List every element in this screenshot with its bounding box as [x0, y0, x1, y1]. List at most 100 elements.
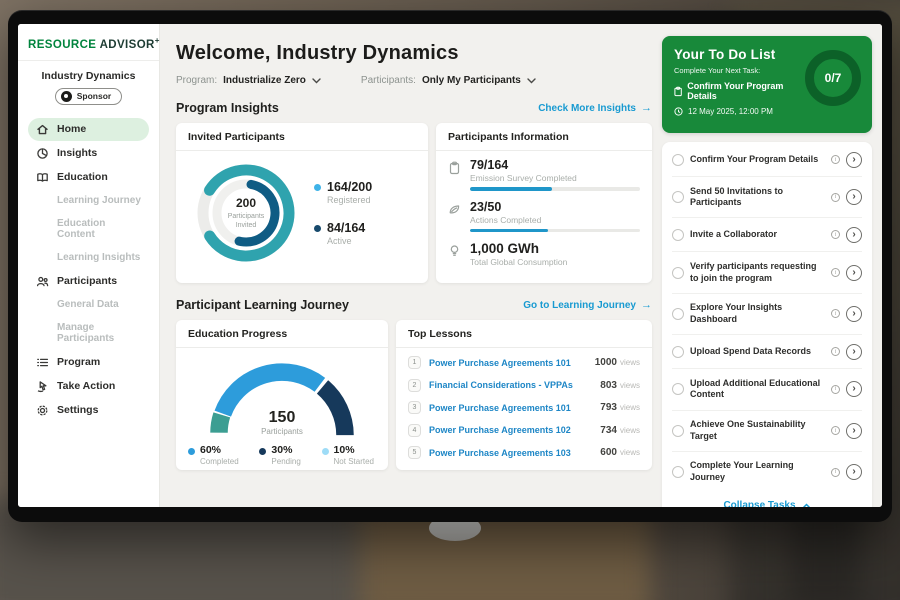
center-column: Welcome, Industry Dynamics Program: Indu… — [176, 36, 652, 507]
task-chevron-button[interactable]: › — [846, 226, 862, 243]
lesson-row[interactable]: 1 Power Purchase Agreements 101 1000 view… — [396, 351, 652, 374]
sidebar-item-label: Take Action — [57, 380, 116, 393]
lesson-views: 803 views — [600, 379, 640, 391]
task-checkbox[interactable] — [672, 266, 684, 279]
collapse-tasks-link[interactable]: Collapse Tasks — [672, 492, 862, 507]
task-chevron-button[interactable]: › — [846, 264, 862, 281]
lesson-row[interactable]: 3 Power Purchase Agreements 101 793 views — [396, 396, 652, 419]
top-lessons-card: Top Lessons 1 Power Purchase Agreements … — [396, 320, 652, 470]
lesson-link[interactable]: Power Purchase Agreements 101 — [429, 402, 571, 413]
sidebar-item-manage-participants[interactable]: Manage Participants — [57, 322, 115, 345]
task-info-icon[interactable]: i — [831, 268, 840, 278]
todo-next-task[interactable]: Confirm Your Program Details — [674, 81, 804, 101]
todo-column: Your To Do List Complete Your Next Task:… — [662, 36, 872, 507]
task-info-icon[interactable]: i — [831, 155, 840, 164]
task-info-icon[interactable]: i — [831, 384, 840, 394]
learning-journey-title: Participant Learning Journey — [176, 298, 349, 312]
task-row-invite-collaborator[interactable]: Invite a Collaborator i › — [672, 218, 862, 253]
task-row-send-invitations[interactable]: Send 50 Invitations to Participants i › — [672, 177, 862, 219]
donut-center-label: Participants Invited — [227, 212, 265, 229]
task-info-icon[interactable]: i — [831, 426, 840, 436]
participants-information-card: Participants Information 79/164 Emission… — [436, 123, 652, 283]
todo-tasks-card: Confirm Your Program Details i › Send 50… — [662, 142, 872, 507]
lesson-link[interactable]: Power Purchase Agreements 101 — [429, 357, 571, 368]
task-checkbox[interactable] — [672, 383, 684, 396]
check-more-insights-link[interactable]: Check More Insights → — [538, 102, 652, 114]
todo-progress-ring: 0/7 — [805, 50, 861, 106]
task-checkbox[interactable] — [672, 191, 684, 204]
stat-value: 79/164 — [470, 158, 509, 172]
sidebar-item-take-action[interactable]: Take Action — [28, 375, 149, 398]
lesson-link[interactable]: Power Purchase Agreements 103 — [429, 447, 571, 458]
task-info-icon[interactable]: i — [831, 347, 840, 357]
donut-legend: 164/200 Registered 84/164 Active — [314, 180, 372, 246]
education-gauge-chart: 150 Participants — [176, 348, 388, 436]
sidebar-item-education[interactable]: Education — [28, 166, 149, 189]
main-area: Welcome, Industry Dynamics Program: Indu… — [160, 24, 882, 507]
sidebar-item-learning-journey[interactable]: Learning Journey — [57, 195, 141, 207]
task-checkbox[interactable] — [672, 424, 684, 437]
legend-registered: 164/200 Registered — [314, 180, 372, 205]
task-chevron-button[interactable]: › — [846, 189, 862, 206]
lesson-link[interactable]: Power Purchase Agreements 102 — [429, 425, 571, 435]
lesson-views: 1000 views — [594, 357, 640, 368]
actions-icon — [449, 204, 460, 213]
legend-dot — [321, 448, 329, 455]
lesson-views: 793 views — [600, 402, 640, 413]
task-row-explore-insights[interactable]: Explore Your Insights Dashboard i › — [672, 294, 862, 336]
sponsor-badge[interactable]: Sponsor — [54, 87, 123, 105]
task-label: Verify participants requesting to join t… — [690, 260, 817, 283]
donut-svg — [197, 164, 295, 262]
task-row-complete-learning-journey[interactable]: Complete Your Learning Journey i › — [672, 452, 862, 492]
sidebar-item-participants[interactable]: Participants — [28, 270, 149, 293]
task-row-achieve-target[interactable]: Achieve One Sustainability Target i › — [672, 411, 862, 452]
task-row-verify-participants[interactable]: Verify participants requesting to join t… — [672, 252, 862, 294]
task-chevron-button[interactable]: › — [846, 381, 862, 398]
task-checkbox[interactable] — [672, 345, 684, 358]
sidebar-item-learning-insights[interactable]: Learning Insights — [57, 252, 141, 264]
sponsor-badge-label: Sponsor — [76, 91, 112, 102]
collapse-tasks-label: Collapse Tasks — [723, 500, 796, 507]
task-info-icon[interactable]: i — [831, 230, 840, 240]
sidebar-item-general-data[interactable]: General Data — [57, 299, 119, 311]
sidebar-item-education-content[interactable]: Education Content — [57, 218, 106, 241]
take-action-icon — [37, 381, 47, 392]
task-row-upload-educational-content[interactable]: Upload Additional Educational Content i … — [672, 369, 862, 411]
stat-label: Emission Survey Completed — [470, 173, 577, 183]
task-checkbox[interactable] — [672, 228, 684, 241]
task-chevron-button[interactable]: › — [846, 151, 862, 168]
task-row-upload-spend-data[interactable]: Upload Spend Data Records i › — [672, 335, 862, 370]
participants-filter-dropdown[interactable]: Participants: Only My Participants — [361, 75, 536, 86]
lesson-rank: 5 — [408, 446, 421, 459]
task-chevron-button[interactable]: › — [846, 422, 862, 439]
views-suffix: views — [619, 448, 640, 457]
survey-icon — [449, 161, 460, 175]
task-chevron-button[interactable]: › — [846, 305, 862, 322]
program-filter-dropdown[interactable]: Program: Industrialize Zero — [176, 75, 321, 86]
task-checkbox[interactable] — [672, 466, 684, 479]
task-row-confirm-program[interactable]: Confirm Your Program Details i › — [672, 143, 862, 177]
sidebar-item-insights[interactable]: Insights — [28, 142, 149, 165]
task-chevron-button[interactable]: › — [846, 464, 862, 481]
go-to-learning-journey-link[interactable]: Go to Learning Journey → — [523, 299, 652, 311]
task-checkbox[interactable] — [672, 307, 684, 320]
legend-pending: 30% Pending — [259, 444, 301, 466]
lesson-row[interactable]: 2 Financial Considerations - VPPAs 803 vi… — [396, 374, 652, 397]
task-info-icon[interactable]: i — [831, 309, 840, 319]
sidebar-item-settings[interactable]: Settings — [28, 399, 149, 422]
participants-icon — [36, 276, 49, 287]
lesson-row[interactable]: 4 Power Purchase Agreements 102 734 views — [396, 419, 652, 442]
task-chevron-button[interactable]: › — [846, 343, 862, 360]
chevron-down-icon — [527, 77, 536, 83]
todo-subtitle: Complete Your Next Task: — [674, 66, 761, 75]
todo-due-label: 12 May 2025, 12:00 PM — [688, 107, 773, 116]
sidebar-item-home[interactable]: Home — [28, 117, 149, 141]
task-checkbox[interactable] — [672, 153, 684, 166]
lesson-row[interactable]: 5 Power Purchase Agreements 103 600 views — [396, 441, 652, 464]
lesson-link[interactable]: Financial Considerations - VPPAs — [429, 380, 573, 390]
gauge-svg — [210, 363, 354, 436]
sidebar-item-program[interactable]: Program — [28, 351, 149, 374]
task-info-icon[interactable]: i — [831, 192, 840, 202]
task-info-icon[interactable]: i — [831, 467, 840, 477]
sidebar-divider — [18, 59, 159, 61]
